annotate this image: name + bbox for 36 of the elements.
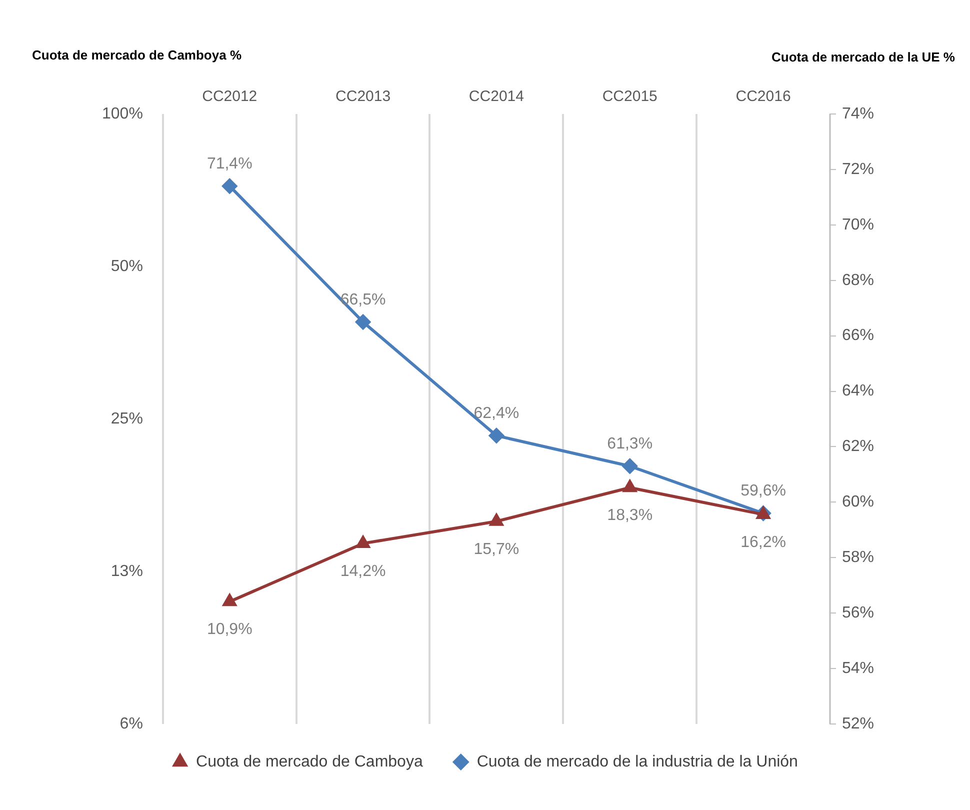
y-tick-label: 50% [110,258,143,275]
y2-tick-label: 60% [842,494,874,511]
x-tick-label: CC2014 [468,88,524,106]
legend-label: Cuota de mercado de la industria de la Unión [476,753,798,770]
data-label: 66,5% [340,291,386,308]
y2-tick-label: 72% [842,160,874,178]
x-tick-label: CC2013 [336,88,391,106]
data-label: 59,6% [740,482,786,500]
y2-tick-label: 52% [842,715,874,732]
x-tick-label: CC2012 [202,88,258,106]
data-label: 10,9% [206,621,252,638]
y-tick-label: 13% [110,562,143,580]
y-axis-title: Cuota de mercado de Camboya % [32,48,242,63]
y2-tick-label: 68% [842,272,874,289]
x-tick-label: CC2015 [602,88,658,106]
data-label: 18,3% [607,507,653,524]
y2-tick-label: 70% [842,216,874,234]
legend-label: Cuota de mercado de Camboya [196,753,423,770]
y2-tick-label: 64% [842,382,874,400]
x-tick-label: CC2016 [736,88,791,106]
data-label: 14,2% [340,562,386,580]
data-label: 71,4% [206,155,252,172]
y2-axis-title: Cuota de mercado de la UE % [772,50,956,65]
y2-tick-label: 66% [842,327,874,344]
y-tick-label: 6% [120,715,143,732]
y-tick-label: 100% [102,105,143,122]
data-label: 16,2% [740,534,786,551]
data-label: 15,7% [474,540,520,558]
data-label: 62,4% [474,405,520,422]
y2-tick-label: 58% [842,549,874,566]
y2-tick-label: 62% [842,438,874,456]
data-label: 61,3% [607,436,653,453]
y2-tick-label: 54% [842,660,874,677]
y2-tick-label: 74% [842,105,874,122]
y-tick-label: 25% [110,410,143,428]
y2-tick-label: 56% [842,604,874,622]
